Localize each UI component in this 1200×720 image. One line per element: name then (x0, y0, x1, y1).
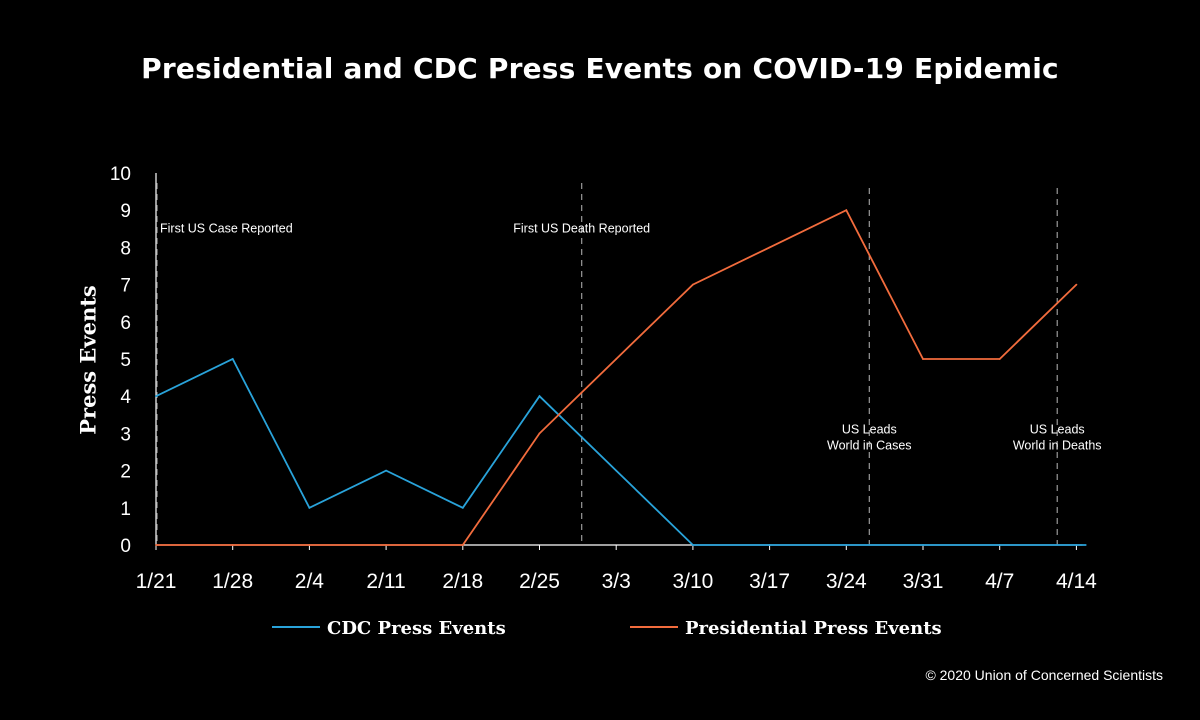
data-point (385, 544, 387, 546)
data-point (615, 358, 618, 360)
data-point (845, 544, 848, 546)
annotation-label: First US Case Reported (160, 222, 293, 236)
y-tick-label: 8 (120, 238, 131, 259)
y-tick-label: 1 (120, 499, 131, 520)
series-line-0 (155, 357, 1087, 546)
y-tick-label: 4 (120, 387, 131, 408)
data-point (845, 209, 848, 212)
data-point (155, 544, 157, 546)
data-point (385, 469, 387, 472)
chart-title: Presidential and CDC Press Events on COV… (141, 52, 1059, 85)
annotation-label: World in Cases (827, 438, 912, 452)
x-tick-label: 1/28 (212, 570, 253, 593)
y-tick-label: 10 (110, 164, 131, 185)
copyright-credit: © 2020 Union of Concerned Scientists (925, 667, 1163, 683)
series-line-1 (156, 209, 1078, 546)
data-point (998, 544, 1001, 546)
data-point (768, 246, 771, 249)
x-tick-label: 4/7 (985, 570, 1014, 593)
legend-label: Presidential Press Events (685, 618, 942, 639)
annotation-label: US Leads (1030, 422, 1085, 436)
x-tick-label: 3/10 (672, 570, 713, 593)
y-tick-label: 6 (120, 313, 131, 334)
data-point (615, 469, 618, 472)
data-point (461, 544, 464, 546)
data-point (998, 358, 1001, 360)
data-point (308, 506, 311, 509)
x-tick-label: 2/11 (366, 570, 405, 593)
data-point (155, 395, 157, 398)
y-tick-label: 0 (120, 536, 131, 557)
data-point (231, 544, 234, 546)
x-tick-label: 3/31 (903, 570, 944, 593)
data-point (768, 544, 771, 546)
y-tick-label: 9 (120, 201, 131, 222)
data-point (922, 358, 924, 360)
x-tick-label: 4/14 (1056, 570, 1097, 593)
x-tick-label: 3/3 (602, 570, 631, 593)
x-tick-label: 3/24 (826, 570, 867, 593)
data-point (231, 358, 234, 360)
x-tick-label: 1/21 (136, 570, 177, 593)
x-tick-label: 2/4 (295, 570, 325, 593)
annotation-label: US Leads (842, 422, 897, 436)
data-point (538, 395, 541, 398)
data-point (308, 544, 311, 546)
y-tick-label: 2 (120, 462, 131, 483)
data-point (922, 544, 924, 546)
y-tick-label: 7 (120, 276, 131, 297)
data-point (461, 506, 464, 509)
data-point (1075, 544, 1078, 546)
x-tick-label: 2/18 (442, 570, 483, 593)
y-tick-label: 3 (120, 424, 131, 445)
legend-label: CDC Press Events (327, 618, 506, 639)
y-tick-label: 5 (120, 350, 131, 371)
data-point (692, 283, 694, 286)
annotation-label: World in Deaths (1013, 438, 1102, 452)
x-tick-label: 3/17 (749, 570, 790, 593)
x-tick-label: 2/25 (519, 570, 560, 593)
data-point (538, 432, 541, 435)
data-point (1075, 283, 1078, 286)
data-point (692, 544, 694, 546)
annotation-label: First US Death Reported (513, 222, 650, 236)
